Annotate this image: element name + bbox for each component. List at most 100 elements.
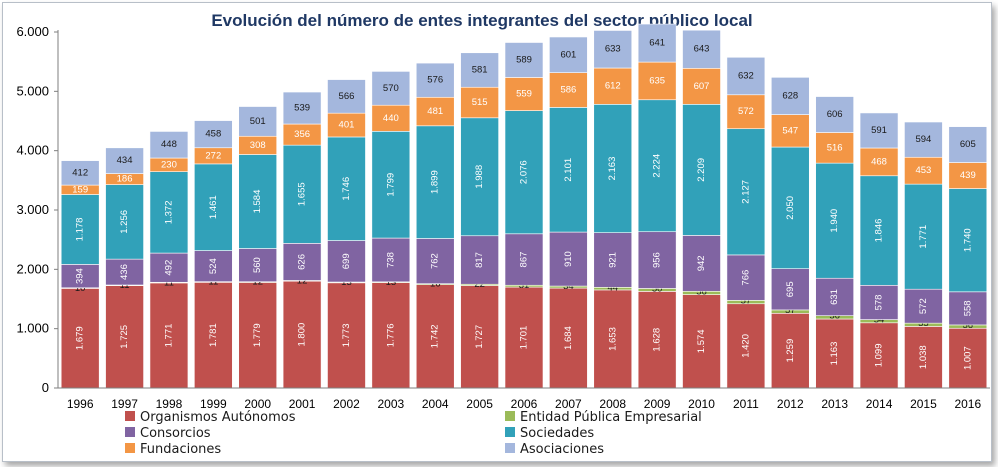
data-label: 524 [208,258,219,274]
legend-label: Organismos Autónomos [140,410,296,425]
data-label: 578 [874,295,885,311]
data-label: 55 [918,318,929,329]
bar-segment [238,154,278,249]
data-label: 1.256 [119,210,130,234]
data-label: 632 [738,71,754,82]
data-label: 412 [72,167,88,178]
data-label: 1.800 [297,323,308,347]
data-label: 1.746 [341,177,352,201]
legend-label: Sociedades [520,426,594,441]
bar-segment [371,104,411,132]
y-tick-label: 1.000 [16,321,49,336]
data-label: 11 [120,280,130,291]
bar-segment [504,233,544,286]
data-label: 1.653 [607,327,618,351]
data-label: 356 [294,129,310,140]
x-tick-label: 2004 [422,397,449,411]
data-label: 566 [339,91,355,102]
data-label: 13 [341,277,352,288]
bar-segment [282,280,322,389]
bar-segment [593,232,633,288]
bar-segment [282,91,322,125]
bar-segment [948,126,988,163]
x-tick-label: 1997 [111,397,138,411]
bar-segment [726,303,766,389]
legend-label: Consorcios [140,426,211,441]
x-tick-label: 2012 [777,397,804,411]
bar-segment [460,235,499,285]
bar-segment [460,117,499,237]
bar-segment [904,121,943,158]
data-label: 56 [829,311,840,322]
data-label: 448 [161,139,177,150]
bar-segment [504,42,544,78]
bar-segment [815,132,854,164]
data-label: 439 [960,170,976,181]
data-label: 635 [649,75,665,86]
data-label: 401 [339,120,355,131]
bar-segment [726,254,766,301]
bar-segment [60,288,100,389]
data-label: 631 [829,289,840,305]
data-label: 501 [250,116,266,127]
bar-segment [415,125,455,239]
bar-segment [815,162,854,279]
bar-segment [948,327,988,389]
chart-title: Evolución del número de entes integrante… [211,11,752,30]
data-label: 547 [782,125,798,136]
bars: 1.679103941.1781594121.725114361.2561864… [60,23,988,389]
legend-swatch [505,443,515,453]
data-label: 434 [117,155,133,166]
bar-segment [593,104,633,233]
data-label: 394 [75,268,86,284]
bar-segment [637,23,677,63]
data-label: 633 [605,44,621,55]
bar-segment [770,146,810,269]
x-tick-label: 2015 [910,397,937,411]
data-label: 10 [75,283,86,294]
bar-segment [549,287,588,389]
x-tick-label: 2001 [289,397,316,411]
data-label: 1.038 [918,345,929,369]
data-label: 436 [119,264,130,280]
x-tick-label: 1999 [200,397,227,411]
data-label: 57 [785,305,796,316]
bar-segment [682,235,721,292]
data-label: 643 [694,44,710,55]
data-label: 159 [72,184,88,195]
bar-segment [682,29,721,69]
bar-segment [105,147,144,174]
bar-segment [815,318,854,389]
bar-segment [194,250,233,282]
data-label: 695 [785,281,796,297]
data-label: 1.940 [829,209,840,233]
bar-segment [859,112,899,149]
data-label: 1.461 [208,195,219,219]
data-label: 605 [960,139,976,150]
data-label: 910 [563,251,574,267]
data-label: 12 [252,277,263,288]
data-label: 54 [874,315,885,326]
bar-segment [371,131,411,239]
data-label: 272 [205,150,221,161]
bar-segment [238,106,278,137]
data-label: 12 [297,275,308,286]
data-label: 1.771 [918,225,929,249]
bar-segment [948,162,988,189]
bar-segment [682,68,721,105]
data-label: 1.727 [474,325,485,349]
bar-segment [815,96,854,133]
bar-segment [371,282,411,389]
y-tick-label: 2.000 [16,261,49,276]
x-tick-label: 2016 [954,397,981,411]
bar-segment [327,79,366,114]
x-tick-label: 2014 [866,397,893,411]
x-tick-label: 2007 [555,397,582,411]
data-label: 558 [962,300,973,316]
bar-segment [60,160,100,186]
bar-segment [549,107,588,233]
data-label: 1.781 [208,323,219,347]
data-label: 1.163 [829,342,840,366]
x-tick-label: 2011 [733,397,759,411]
